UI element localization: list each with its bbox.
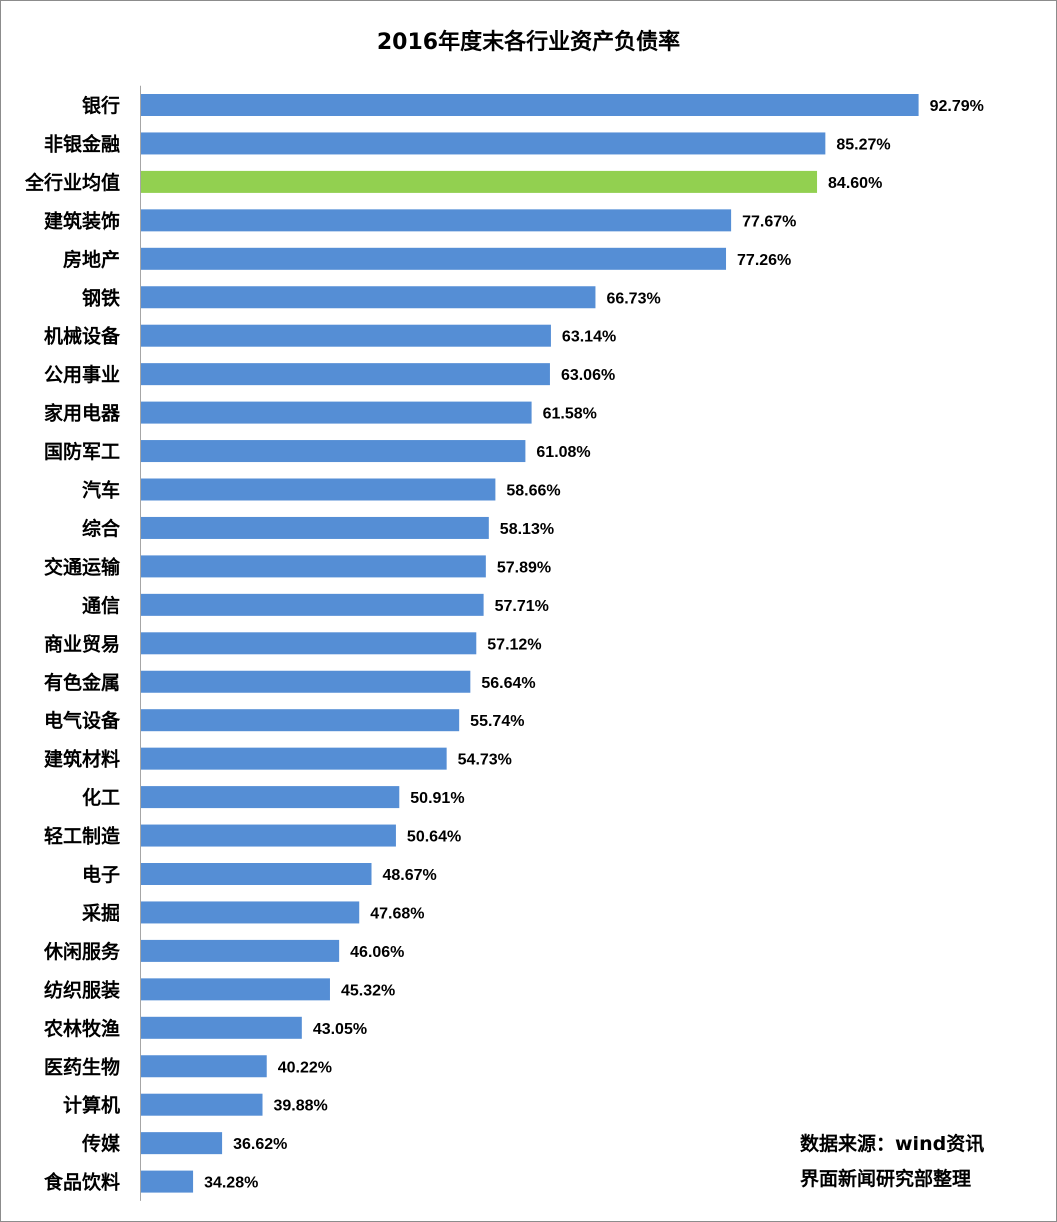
source-note: 数据来源：wind资讯 [800,1133,985,1155]
bar [141,363,550,386]
bar [141,786,400,809]
bar [141,1055,267,1078]
bar [141,632,477,655]
bar [141,440,526,463]
category-label: 农林牧渔 [43,1017,120,1040]
data-label: 43.05% [313,1021,367,1038]
data-label: 40.22% [278,1059,332,1076]
bar [141,247,727,270]
category-label: 医药生物 [44,1055,120,1078]
data-label: 46.06% [350,944,404,961]
category-label: 房地产 [63,248,120,271]
data-label: 57.89% [497,559,551,576]
data-label: 50.91% [410,790,464,807]
data-label: 36.62% [233,1136,287,1153]
data-label: 77.26% [737,252,791,269]
bar [141,939,340,962]
data-label: 77.67% [742,213,796,230]
bar [141,978,330,1001]
data-label: 92.79% [930,98,984,115]
category-label: 计算机 [63,1094,120,1117]
data-label: 58.13% [500,521,554,538]
category-label: 商业贸易 [44,632,120,655]
category-label: 纺织服装 [44,978,120,1001]
bar [141,670,471,693]
editor-note: 界面新闻研究部整理 [800,1168,972,1190]
bar-average [141,170,818,193]
category-label: 有色金属 [44,671,120,694]
category-label: 家用电器 [44,402,121,425]
data-label: 61.58% [543,406,597,423]
category-label: 休闲服务 [43,940,121,963]
data-label: 63.06% [561,367,615,384]
bar [141,324,551,347]
category-label: 通信 [82,594,120,617]
data-label: 56.64% [481,675,535,692]
category-label: 建筑材料 [44,748,120,771]
category-label: 非银金融 [44,132,120,155]
data-label: 39.88% [274,1098,328,1115]
category-label: 化工 [82,786,120,809]
category-label: 银行 [82,94,120,117]
category-label: 公用事业 [44,363,120,386]
data-label: 54.73% [458,752,512,769]
bar [141,478,496,501]
category-label: 全行业均值 [24,171,120,194]
bar [141,709,460,732]
category-label: 机械设备 [44,325,121,348]
data-label: 45.32% [341,982,395,999]
data-label: 57.12% [487,636,541,653]
data-label: 47.68% [370,905,424,922]
bar [141,901,360,924]
category-label: 国防军工 [44,440,120,463]
bar [141,286,596,309]
category-label: 电子 [82,863,120,886]
data-label: 85.27% [836,136,890,153]
bar [141,401,532,424]
bar [141,863,372,885]
bar [141,1132,223,1155]
category-label: 食品饮料 [44,1171,120,1194]
bar [141,824,396,847]
chart-title: 2016年度末各行业资产负债率 [376,30,681,55]
category-label: 交通运输 [44,555,121,578]
category-label: 建筑装饰 [44,209,120,232]
data-label: 58.66% [506,483,560,500]
bar [141,1016,302,1039]
data-label: 48.67% [383,867,437,884]
category-label: 采掘 [82,901,120,924]
category-label: 汽车 [82,479,120,502]
bar [141,516,489,539]
bar [141,747,447,770]
bar [141,132,826,155]
data-label: 55.74% [470,713,524,730]
data-label: 84.60% [828,175,882,192]
data-label: 34.28% [204,1175,258,1192]
bar [141,209,732,232]
category-label: 综合 [82,517,121,540]
category-label: 轻工制造 [44,825,121,848]
category-label: 钢铁 [82,286,120,309]
data-label: 61.08% [536,444,590,461]
category-label: 电气设备 [44,709,121,732]
bar [141,94,919,116]
data-label: 66.73% [606,290,660,307]
category-label: 传媒 [81,1132,121,1155]
bar [141,555,486,578]
bar [141,1170,194,1193]
data-label: 63.14% [562,329,616,346]
data-label: 57.71% [495,598,549,615]
bar [141,1093,263,1116]
bar [141,593,484,616]
data-label: 50.64% [407,829,461,846]
